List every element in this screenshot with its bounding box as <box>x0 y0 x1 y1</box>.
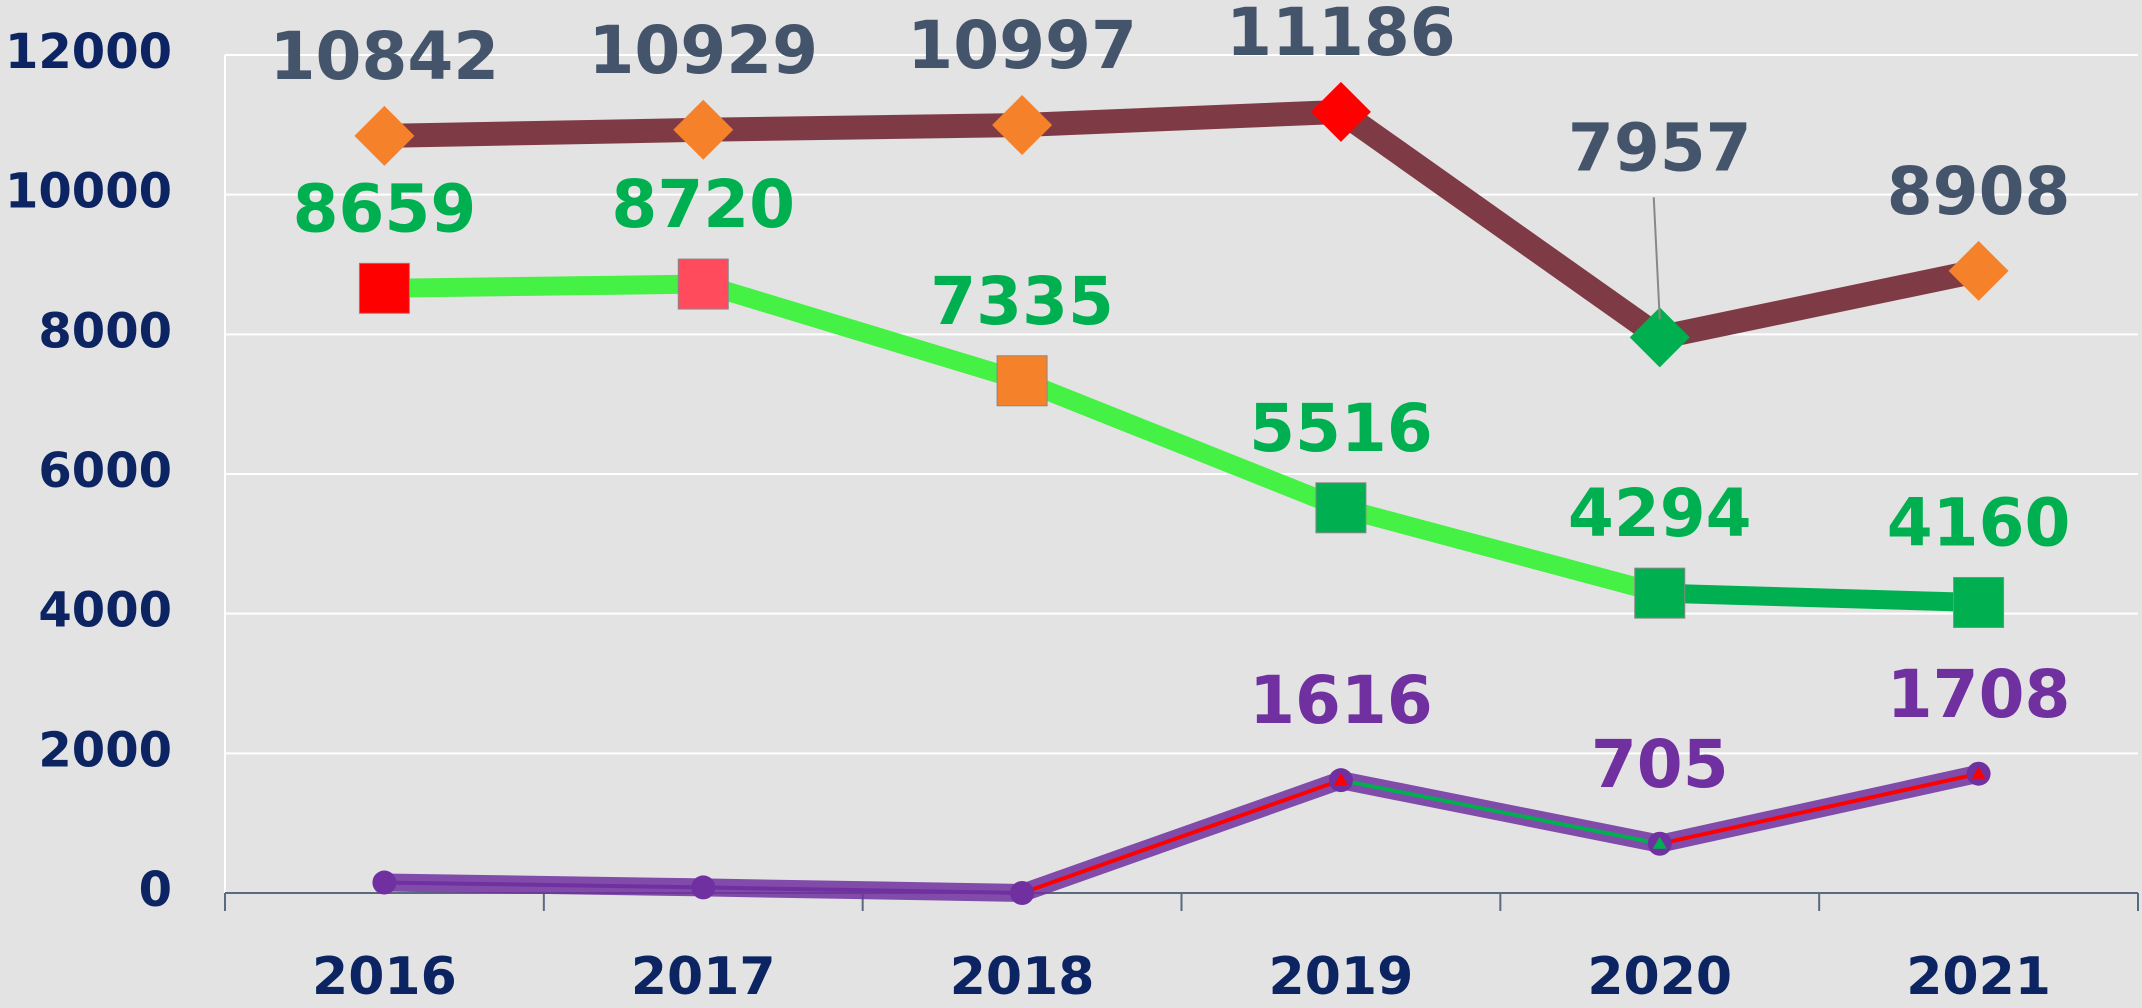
data-label: 5516 <box>1249 390 1433 467</box>
marker <box>1010 881 1035 905</box>
x-tick-label: 2020 <box>1587 947 1732 1007</box>
data-label: 4160 <box>1887 485 2071 562</box>
data-label: 1708 <box>1887 656 2071 733</box>
data-label: 7335 <box>930 263 1114 340</box>
marker <box>996 355 1048 407</box>
marker-inner <box>1333 773 1348 786</box>
x-tick-label: 2021 <box>1906 947 2051 1007</box>
marker <box>1953 576 2005 628</box>
data-label: 1616 <box>1249 662 1433 739</box>
data-label: 8720 <box>611 166 795 243</box>
marker <box>677 258 729 310</box>
series-segment <box>1338 778 1662 846</box>
leader-line <box>1652 197 1661 320</box>
y-tick-label: 2000 <box>38 722 172 778</box>
marker-inner <box>1652 836 1667 849</box>
marker <box>372 870 397 895</box>
series-segment <box>1657 771 1981 846</box>
marker <box>1315 482 1367 534</box>
x-tick-label: 2017 <box>631 947 776 1007</box>
y-tick-label: 12000 <box>5 24 172 80</box>
data-label: 10929 <box>588 12 818 89</box>
series-segment <box>1020 778 1343 895</box>
series-segment <box>1012 371 1351 518</box>
marker <box>992 95 1053 156</box>
y-tick-label: 10000 <box>5 164 172 220</box>
series-segment <box>374 274 713 298</box>
data-label: 11186 <box>1226 0 1456 71</box>
marker <box>354 105 415 166</box>
marker <box>1310 81 1371 142</box>
series-line <box>384 99 1982 350</box>
y-tick-label: 0 <box>139 862 172 918</box>
marker <box>691 875 716 900</box>
marker <box>1634 567 1686 619</box>
series-segment <box>1650 583 1989 612</box>
marker <box>1948 240 2009 301</box>
y-tick-label: 4000 <box>38 583 172 639</box>
marker <box>673 99 734 160</box>
series-segment <box>1331 498 1670 603</box>
marker-inner <box>1971 766 1986 779</box>
x-tick-label: 2019 <box>1269 947 1414 1007</box>
data-label: 10997 <box>907 7 1137 84</box>
data-label: 4294 <box>1568 475 1752 552</box>
marker <box>1629 307 1690 368</box>
series-line-halo <box>375 764 1988 902</box>
x-tick-label: 2018 <box>950 947 1095 1007</box>
y-tick-label: 8000 <box>38 303 172 359</box>
data-label: 7957 <box>1568 109 1752 186</box>
data-label: 10842 <box>270 18 500 95</box>
data-label: 8908 <box>1887 153 2071 230</box>
marker <box>358 262 410 314</box>
y-tick-label: 6000 <box>38 443 172 499</box>
x-tick-label: 2016 <box>312 947 457 1007</box>
series-segment <box>701 885 1025 895</box>
data-label: 8659 <box>293 170 477 247</box>
series-segment <box>382 880 706 890</box>
data-label: 705 <box>1591 726 1729 803</box>
series-segment <box>693 274 1032 391</box>
